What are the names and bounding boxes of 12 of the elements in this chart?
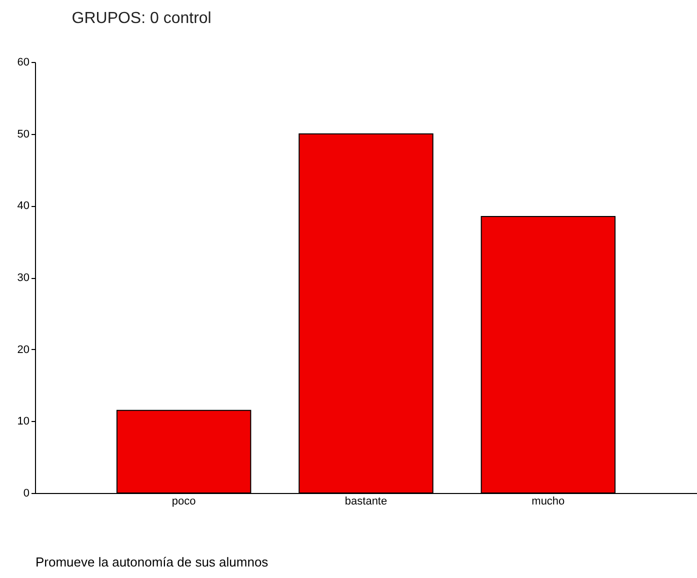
x-axis-title: Promueve la autonomía de sus alumnos bbox=[36, 554, 269, 570]
y-tick-label: 40 bbox=[17, 200, 30, 212]
y-tick-label: 20 bbox=[17, 344, 30, 356]
x-tick-label: bastante bbox=[344, 496, 388, 508]
y-tick-label: 30 bbox=[17, 272, 30, 284]
y-tick-label: 50 bbox=[17, 128, 30, 140]
y-tick-label: 60 bbox=[17, 56, 30, 68]
chart-title: GRUPOS: 0 control bbox=[72, 10, 212, 27]
y-tick-label: 10 bbox=[17, 416, 30, 428]
x-tick-label: mucho bbox=[532, 496, 565, 508]
x-tick-label: poco bbox=[172, 496, 196, 508]
y-tick-label: 0 bbox=[23, 488, 30, 500]
